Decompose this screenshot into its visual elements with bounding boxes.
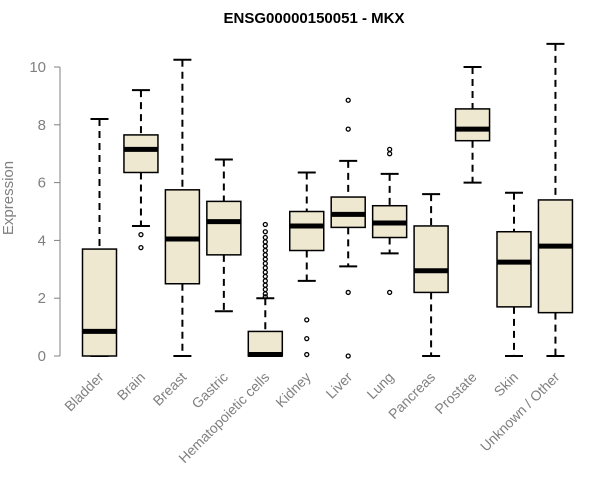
outlier-point: [262, 269, 268, 275]
outlier-point: [262, 252, 268, 258]
box-lung: [371, 146, 408, 296]
y-tick-label-0: 0: [38, 348, 46, 365]
box-kidney: [289, 171, 325, 358]
y-tick-label-10: 10: [29, 59, 46, 76]
outlier-point: [262, 291, 268, 297]
iqr-box: [289, 210, 325, 252]
x-tick-label-breast: Breast: [150, 369, 190, 409]
iqr-box: [206, 200, 242, 256]
box-hematopoietic-cells: [247, 221, 284, 358]
y-tick-label-8: 8: [38, 117, 46, 134]
x-tick-label-kidney: Kidney: [272, 369, 314, 411]
x-tick-label-bladder: Bladder: [61, 369, 107, 415]
outlier-point: [304, 336, 310, 342]
box-unknown-other: [537, 42, 574, 357]
box-bladder: [81, 118, 118, 357]
outlier-point: [345, 353, 351, 359]
boxes-group: [81, 42, 574, 359]
outlier-point: [262, 234, 268, 241]
outlier-point: [386, 146, 393, 153]
x-tick-label-unknown-other: Unknown / Other: [477, 369, 563, 455]
outlier-point: [386, 289, 393, 296]
outlier-point: [262, 273, 268, 280]
box-brain: [123, 89, 159, 251]
y-tick-label-6: 6: [38, 175, 46, 192]
outlier-point: [262, 265, 268, 271]
box-pancreas: [413, 193, 449, 357]
outlier-point: [262, 256, 268, 262]
outlier-point: [345, 126, 351, 132]
outlier-point: [138, 231, 144, 238]
x-tick-label-lung: Lung: [363, 369, 396, 402]
outlier-point: [262, 239, 268, 245]
y-tick-label-4: 4: [38, 232, 46, 249]
chart-title: ENSG00000150051 - MKX: [224, 10, 405, 27]
y-axis-label: Expression: [0, 161, 17, 235]
outlier-point: [262, 260, 268, 267]
outlier-point: [304, 351, 310, 358]
outlier-point: [262, 282, 268, 288]
outlier-point: [386, 151, 393, 157]
y-axis: 0 2 4 6 8 10: [29, 59, 61, 365]
outlier-point: [262, 247, 268, 254]
box-prostate: [454, 66, 491, 184]
iqr-box: [413, 225, 449, 294]
y-tick-label-2: 2: [38, 290, 46, 307]
iqr-box: [81, 248, 118, 357]
iqr-box: [454, 108, 491, 142]
outlier-point: [262, 286, 268, 293]
outlier-point: [262, 221, 268, 228]
box-gastric: [206, 158, 242, 313]
outlier-point: [138, 244, 144, 251]
box-skin: [496, 191, 532, 357]
outlier-point: [262, 294, 268, 300]
x-tick-label-prostate: Prostate: [431, 369, 479, 417]
x-tick-label-brain: Brain: [114, 369, 148, 403]
outlier-point: [262, 229, 268, 235]
iqr-box: [123, 134, 159, 174]
x-tick-label-liver: Liver: [323, 369, 356, 402]
iqr-box: [496, 230, 532, 308]
x-tick-label-skin: Skin: [491, 369, 522, 400]
outlier-point: [304, 317, 310, 323]
outlier-point: [345, 97, 351, 103]
iqr-box: [537, 199, 574, 314]
iqr-box: [247, 330, 284, 357]
outlier-point: [345, 289, 351, 296]
box-liver: [330, 97, 366, 359]
box-breast: [164, 58, 201, 357]
outlier-point: [262, 278, 268, 284]
outlier-point: [262, 243, 268, 249]
